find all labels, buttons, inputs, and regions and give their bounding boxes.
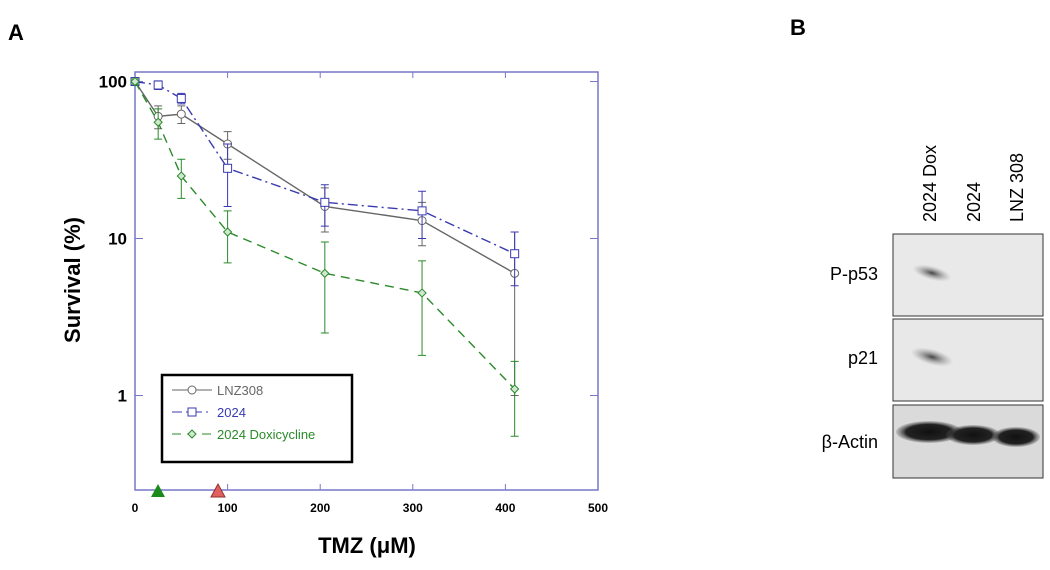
panel-letter: B — [790, 15, 806, 40]
legend-marker — [187, 385, 197, 395]
point — [222, 227, 233, 237]
point — [176, 109, 186, 119]
legend-marker — [187, 407, 197, 417]
band — [896, 421, 962, 443]
row-label: p21 — [848, 348, 878, 368]
blot-panel — [892, 318, 1044, 402]
legend-label: 2024 — [217, 405, 246, 420]
band — [912, 264, 952, 282]
point — [320, 268, 330, 279]
lane-label: 2024 Dox — [920, 145, 940, 222]
point — [153, 80, 163, 90]
legend-label: 2024 Doxicycline — [217, 427, 315, 442]
band — [946, 425, 1000, 445]
x-tick-label: 300 — [403, 501, 423, 515]
point — [176, 93, 186, 103]
x-tick-label: 100 — [218, 501, 238, 515]
y-tick-label: 10 — [108, 230, 127, 249]
error-bar — [223, 143, 232, 207]
point — [320, 197, 330, 207]
blot-panel — [892, 233, 1044, 317]
legend-marker — [187, 429, 197, 439]
error-bar — [223, 210, 232, 264]
y-axis-label: Survival (%) — [60, 217, 85, 343]
x-tick-label: 500 — [588, 501, 608, 515]
row-label: β-Actin — [822, 432, 878, 452]
error-bar — [320, 241, 329, 334]
series-line — [134, 81, 516, 390]
legend-label: LNZ308 — [217, 383, 263, 398]
point — [510, 249, 520, 259]
point — [130, 76, 140, 87]
point — [417, 288, 427, 298]
band — [910, 347, 954, 367]
x-axis-label: TMZ (μM) — [318, 533, 416, 558]
x-tick-label: 200 — [310, 501, 330, 515]
point — [153, 117, 163, 127]
lane-label: LNZ 308 — [1007, 153, 1027, 222]
error-bar — [510, 231, 519, 287]
western-blot — [892, 233, 1044, 479]
y-tick-label: 1 — [118, 386, 127, 405]
lane-label: 2024 — [964, 182, 984, 222]
y-tick-label: 100 — [99, 73, 127, 92]
x-tick-label: 0 — [132, 501, 139, 515]
band — [992, 427, 1040, 447]
panel-letter: A — [8, 20, 24, 45]
plot-frame — [134, 71, 599, 491]
point — [417, 206, 427, 216]
row-label: P-p53 — [830, 264, 878, 284]
marker-triangle — [210, 482, 226, 498]
marker-triangle — [151, 484, 165, 497]
point — [176, 171, 187, 181]
point — [509, 384, 520, 394]
point — [223, 163, 233, 173]
error-bar — [510, 360, 519, 437]
error-bar — [418, 260, 427, 356]
x-tick-label: 400 — [495, 501, 515, 515]
